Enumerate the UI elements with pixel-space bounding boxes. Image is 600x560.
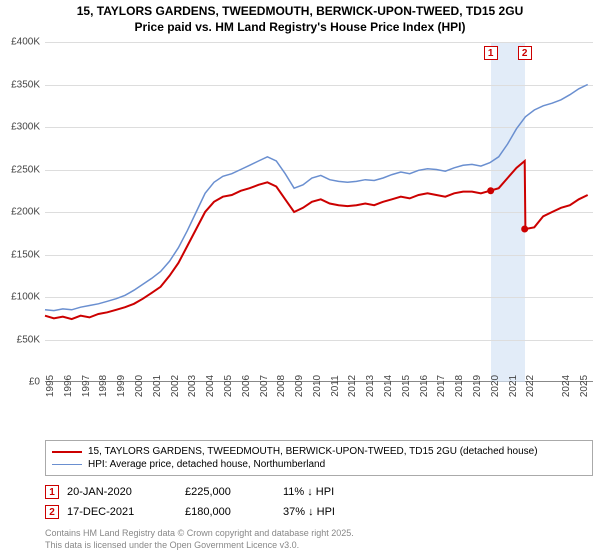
ytick-label: £100K (0, 292, 40, 303)
ytick-label: £350K (0, 79, 40, 90)
chart-marker-2: 2 (518, 46, 532, 60)
chart-container: 15, TAYLORS GARDENS, TWEEDMOUTH, BERWICK… (0, 0, 600, 560)
legend-label: 15, TAYLORS GARDENS, TWEEDMOUTH, BERWICK… (88, 446, 538, 457)
xtick-label: 2003 (187, 375, 198, 397)
sale-marker-1: 1 (45, 485, 59, 499)
chart-marker-1: 1 (484, 46, 498, 60)
ytick-label: £150K (0, 249, 40, 260)
xtick-label: 1995 (45, 375, 56, 397)
sale-row: 1 20-JAN-2020 £225,000 11% ↓ HPI (45, 482, 593, 502)
xtick-label: 2002 (170, 375, 181, 397)
xtick-label: 2024 (561, 375, 572, 397)
xtick-label: 2004 (205, 375, 216, 397)
xtick-label: 1996 (63, 375, 74, 397)
sale-price: £180,000 (185, 506, 275, 518)
xtick-label: 2005 (223, 375, 234, 397)
legend-row: HPI: Average price, detached house, Nort… (52, 458, 586, 471)
xtick-label: 2015 (401, 375, 412, 397)
xtick-label: 2020 (490, 375, 501, 397)
xtick-label: 2011 (330, 375, 341, 397)
sale-dot (521, 226, 528, 233)
ytick-label: £50K (0, 334, 40, 345)
series-line-hpi (45, 85, 588, 311)
xtick-label: 2008 (276, 375, 287, 397)
footer-line-1: Contains HM Land Registry data © Crown c… (45, 528, 593, 540)
plot-region: 12 (45, 42, 593, 382)
sales-table: 1 20-JAN-2020 £225,000 11% ↓ HPI 2 17-DEC-202… (45, 482, 593, 522)
title-line-1: 15, TAYLORS GARDENS, TWEEDMOUTH, BERWICK… (0, 4, 600, 20)
ytick-label: £400K (0, 37, 40, 48)
xtick-label: 2014 (383, 375, 394, 397)
xtick-label: 2010 (312, 375, 323, 397)
sale-delta: 11% ↓ HPI (283, 486, 593, 498)
xtick-label: 2006 (241, 375, 252, 397)
xtick-label: 2001 (152, 375, 163, 397)
sale-date: 20-JAN-2020 (67, 486, 177, 498)
sale-delta: 37% ↓ HPI (283, 506, 593, 518)
legend-swatch (52, 451, 82, 453)
chart-title: 15, TAYLORS GARDENS, TWEEDMOUTH, BERWICK… (0, 0, 600, 35)
xtick-label: 1997 (81, 375, 92, 397)
xtick-label: 2019 (472, 375, 483, 397)
footer-line-2: This data is licensed under the Open Gov… (45, 540, 593, 552)
xtick-label: 2000 (134, 375, 145, 397)
xtick-label: 1999 (116, 375, 127, 397)
ytick-label: £0 (0, 377, 40, 388)
legend-row: 15, TAYLORS GARDENS, TWEEDMOUTH, BERWICK… (52, 445, 586, 458)
title-line-2: Price paid vs. HM Land Registry's House … (0, 20, 600, 36)
xtick-label: 2012 (347, 375, 358, 397)
xtick-label: 2016 (419, 375, 430, 397)
sale-date: 17-DEC-2021 (67, 506, 177, 518)
xtick-label: 2021 (508, 375, 519, 397)
xtick-label: 2018 (454, 375, 465, 397)
xtick-label: 2009 (294, 375, 305, 397)
xtick-label: 2007 (259, 375, 270, 397)
sale-marker-2: 2 (45, 505, 59, 519)
xtick-label: 2013 (365, 375, 376, 397)
sale-price: £225,000 (185, 486, 275, 498)
xtick-label: 2022 (525, 375, 536, 397)
legend-box: 15, TAYLORS GARDENS, TWEEDMOUTH, BERWICK… (45, 440, 593, 476)
chart-lines-svg (45, 42, 593, 382)
chart-area: 12 1995199619971998199920002001200220032… (45, 42, 593, 412)
sale-dot (487, 187, 494, 194)
sale-row: 2 17-DEC-2021 £180,000 37% ↓ HPI (45, 502, 593, 522)
ytick-label: £250K (0, 164, 40, 175)
ytick-label: £200K (0, 207, 40, 218)
ytick-label: £300K (0, 122, 40, 133)
legend-label: HPI: Average price, detached house, Nort… (88, 459, 325, 470)
footer-attribution: Contains HM Land Registry data © Crown c… (45, 528, 593, 551)
xtick-label: 2017 (436, 375, 447, 397)
legend-swatch (52, 464, 82, 465)
xtick-label: 1998 (98, 375, 109, 397)
xtick-label: 2025 (579, 375, 590, 397)
